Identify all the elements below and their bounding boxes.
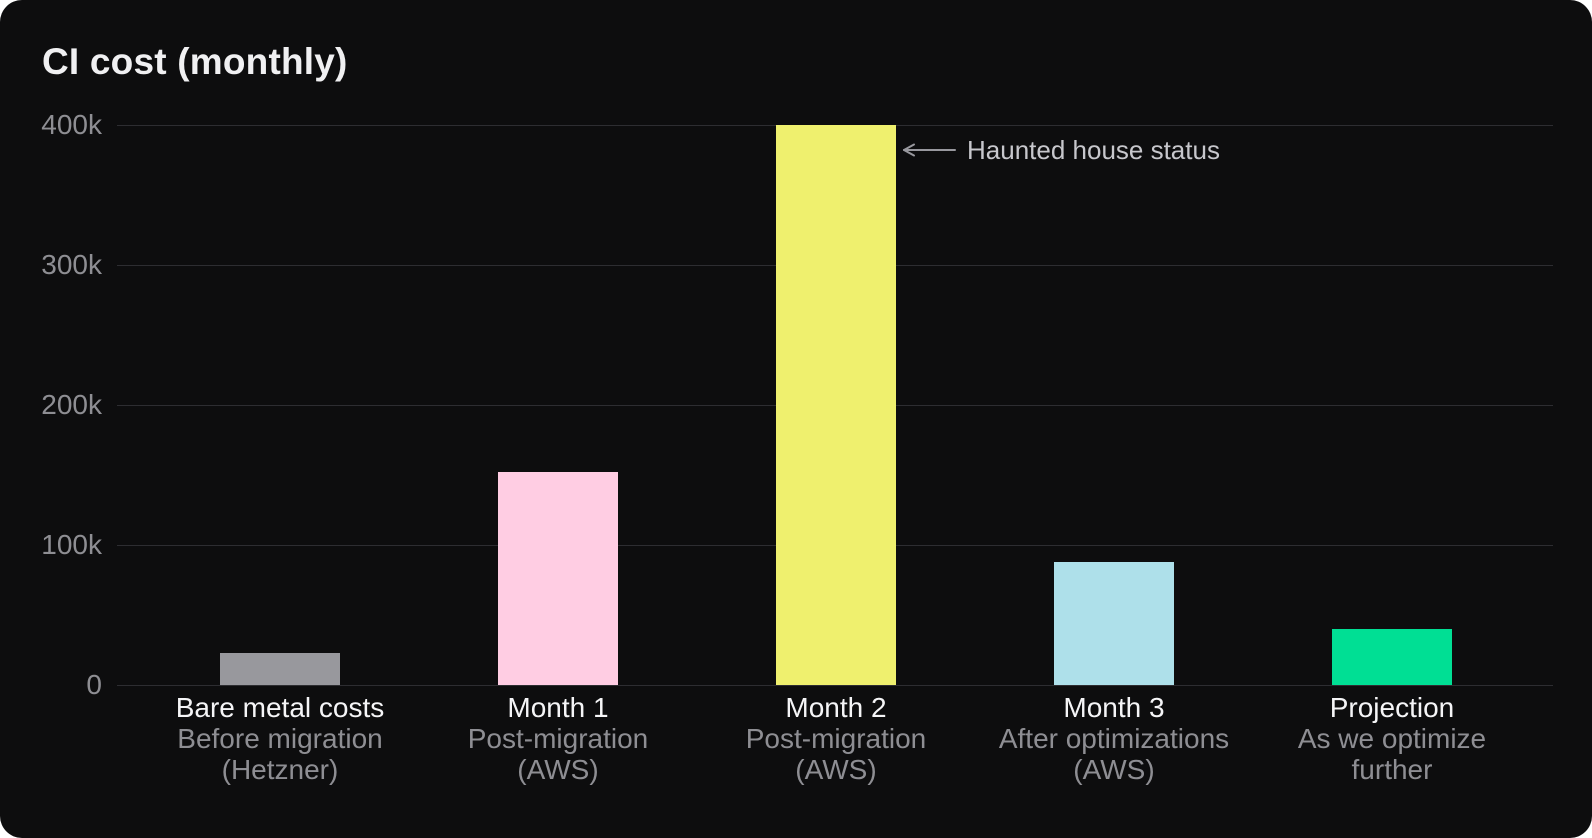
- category-sublabel: Post-migration: [467, 723, 649, 754]
- y-axis-tick-label: 200k: [41, 389, 102, 420]
- x-axis-category-label: Month 1 Post-migration (AWS): [408, 692, 708, 785]
- category-label: Month 1: [507, 692, 609, 723]
- category-sublabel: (AWS): [517, 754, 599, 785]
- category-sublabel: Before migration: [177, 723, 383, 754]
- gridline: [117, 684, 1553, 686]
- y-axis-tick-label: 300k: [41, 249, 102, 280]
- chart-title: CI cost (monthly): [42, 41, 348, 82]
- x-axis-category-label: Month 3 After optimizations (AWS): [964, 692, 1264, 785]
- bar-month-2: [776, 125, 896, 685]
- bar-projection: [1332, 629, 1452, 685]
- category-label: Projection: [1329, 692, 1455, 723]
- annotation-text: Haunted house status: [967, 135, 1220, 165]
- annotation: Haunted house status: [901, 136, 1220, 164]
- category-sublabel: After optimizations: [998, 723, 1230, 754]
- category-sublabel: (Hetzner): [221, 754, 339, 785]
- x-axis-category-label: Projection As we optimize further: [1242, 692, 1542, 785]
- category-sublabel: further: [1351, 754, 1433, 785]
- category-label: Bare metal costs: [175, 692, 385, 723]
- category-label: Month 3: [1063, 692, 1165, 723]
- category-sublabel: Post-migration: [745, 723, 927, 754]
- category-label: Month 2: [785, 692, 887, 723]
- bar-month-3: [1054, 561, 1174, 685]
- x-axis-category-label: Bare metal costs Before migration (Hetzner…: [130, 692, 430, 785]
- y-axis-tick-label: 400k: [41, 109, 102, 140]
- y-axis-tick-label: 0: [86, 669, 102, 700]
- y-axis-tick-label: 100k: [41, 529, 102, 560]
- x-axis-category-label: Month 2 Post-migration (AWS): [686, 692, 986, 785]
- category-sublabel: (AWS): [795, 754, 877, 785]
- bar-month-1: [498, 472, 618, 685]
- bar-bare-metal-costs: [220, 652, 340, 685]
- left-arrow-icon: [903, 143, 956, 157]
- category-sublabel: (AWS): [1073, 754, 1155, 785]
- category-sublabel: As we optimize: [1297, 723, 1487, 754]
